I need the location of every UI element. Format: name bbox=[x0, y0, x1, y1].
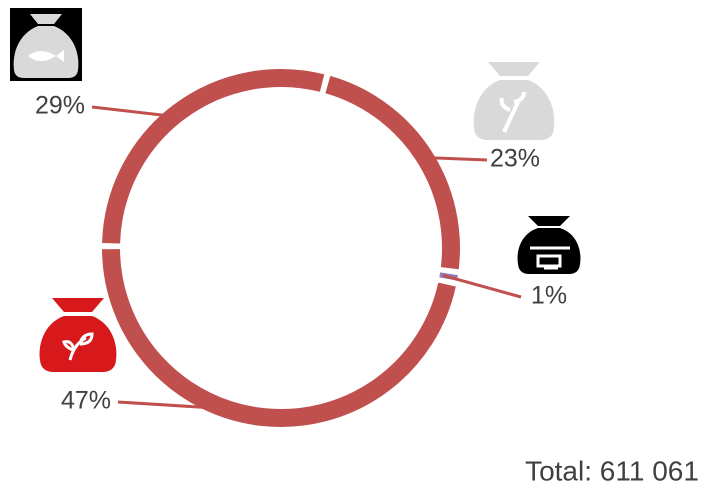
donut-segment bbox=[102, 249, 456, 427]
leader-line bbox=[442, 273, 522, 299]
icon-fish-sack bbox=[10, 8, 82, 81]
data-label: 23% bbox=[490, 145, 540, 173]
donut-segment bbox=[102, 69, 325, 244]
icon-grain-sack bbox=[473, 62, 555, 140]
data-label: 29% bbox=[35, 92, 85, 120]
data-label: 1% bbox=[531, 282, 567, 310]
donut-segment bbox=[325, 75, 460, 270]
data-label: 47% bbox=[61, 387, 111, 415]
leader-line bbox=[91, 105, 183, 119]
leader-line bbox=[417, 155, 488, 162]
total-label: Total: 611 061 bbox=[525, 455, 699, 486]
icon-plant-sack bbox=[39, 298, 117, 372]
leader-line bbox=[117, 400, 264, 413]
icon-helicopter-sack bbox=[517, 216, 581, 274]
